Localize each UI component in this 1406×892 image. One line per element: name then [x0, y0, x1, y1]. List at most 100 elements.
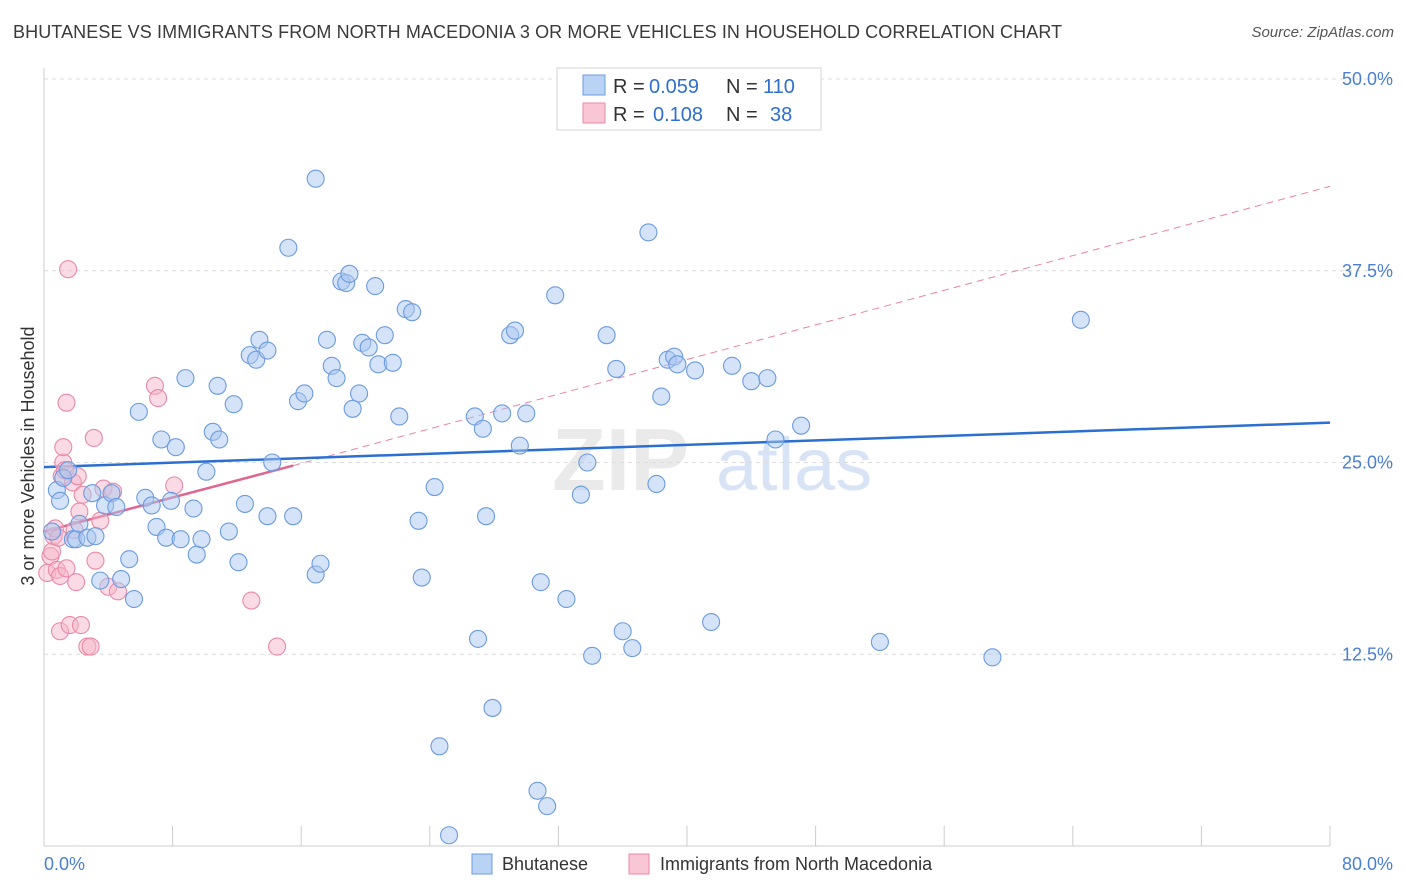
- stats-legend: R = 0.059 N = 110 R = 0.108 N = 38: [556, 67, 822, 131]
- watermark-atlas: atlas: [716, 423, 872, 506]
- bhutanese-point: [623, 639, 642, 658]
- bhutanese-point: [403, 303, 422, 322]
- bhutanese-point: [571, 485, 590, 504]
- bhutanese-point: [758, 369, 777, 388]
- bhutanese-point: [607, 359, 626, 378]
- bhutanese-point: [311, 554, 330, 573]
- bhutanese-point: [219, 522, 238, 541]
- y-tick-label: 12.5%: [1342, 644, 1393, 664]
- legend-swatch-blue: [582, 74, 606, 96]
- bhutanese-point: [263, 453, 282, 472]
- bhutanese-point: [685, 361, 705, 380]
- bhutanese-point: [161, 491, 181, 510]
- bhutanese-point: [83, 484, 102, 503]
- legend-n-label-pink: N =: [726, 104, 758, 126]
- legend-r-value-blue: 0.059: [649, 76, 699, 98]
- bhutanese-point: [359, 338, 378, 357]
- bhutanese-point: [538, 797, 557, 816]
- bhutanese-point: [468, 629, 488, 648]
- bhutanese-point: [425, 477, 444, 497]
- bhutanese-point: [375, 326, 394, 345]
- bhutanese-point: [597, 326, 616, 345]
- bhutanese-point: [210, 430, 229, 449]
- north-macedonia-point: [57, 393, 76, 412]
- axes: [43, 68, 1331, 847]
- bhutanese-point: [531, 573, 550, 592]
- bottom-legend-swatch-pink[interactable]: [628, 853, 650, 875]
- series-legend: Bhutanese Immigrants from North Macedoni…: [471, 853, 933, 875]
- bhutanese-point: [983, 648, 1002, 667]
- bhutanese-point: [792, 416, 811, 435]
- bhutanese-point: [70, 514, 89, 533]
- bhutanese-point: [409, 511, 428, 530]
- bhutanese-point: [390, 407, 409, 426]
- bhutanese-point: [279, 238, 298, 257]
- y-tick-label: 50.0%: [1342, 69, 1393, 89]
- bhutanese-point: [340, 264, 359, 283]
- bhutanese-point: [176, 369, 195, 388]
- bhutanese-point: [578, 453, 597, 472]
- bhutanese-point: [505, 321, 525, 340]
- bhutanese-point: [742, 372, 761, 391]
- bhutanese-point: [129, 402, 148, 421]
- bhutanese-point: [430, 737, 449, 756]
- bhutanese-point: [722, 356, 742, 375]
- legend-n-label-blue: N =: [726, 76, 758, 98]
- bhutanese-point: [142, 496, 161, 515]
- x-tick-label-min: 0.0%: [44, 854, 85, 874]
- north-macedonia-point: [54, 438, 73, 457]
- bhutanese-point: [639, 223, 658, 242]
- bhutanese-point: [766, 430, 785, 449]
- y-axis-label: 3 or more Vehicles in Household: [18, 326, 38, 585]
- north-macedonia-point: [59, 260, 78, 279]
- bottom-legend-swatch-blue[interactable]: [471, 853, 493, 875]
- bhutanese-point: [235, 494, 254, 513]
- bhutanese-point: [583, 646, 602, 665]
- bottom-legend-label-blue[interactable]: Bhutanese: [502, 854, 588, 874]
- bhutanese-point: [668, 355, 687, 374]
- bhutanese-point: [91, 571, 110, 590]
- bhutanese-point: [284, 507, 303, 526]
- bhutanese-point: [647, 474, 666, 494]
- y-tick-label: 25.0%: [1342, 453, 1393, 473]
- bhutanese-point: [295, 384, 314, 403]
- bhutanese-point: [208, 376, 227, 395]
- north-macedonia-point: [84, 428, 103, 448]
- north-macedonia-trend-extension: [293, 185, 1331, 467]
- bhutanese-point: [51, 491, 70, 510]
- north-macedonia-point: [165, 476, 184, 495]
- bhutanese-points: [42, 169, 1090, 845]
- bhutanese-point: [187, 545, 206, 564]
- bhutanese-point: [317, 330, 336, 349]
- legend-r-value-pink: 0.108: [653, 104, 703, 126]
- bhutanese-point: [350, 384, 369, 403]
- legend-n-value-blue: 110: [763, 76, 795, 98]
- chart-title: BHUTANESE VS IMMIGRANTS FROM NORTH MACED…: [13, 22, 1063, 42]
- bhutanese-point: [258, 341, 277, 360]
- bhutanese-point: [124, 589, 144, 609]
- bhutanese-point: [343, 399, 362, 418]
- bhutanese-point: [483, 698, 502, 717]
- bottom-legend-label-pink[interactable]: Immigrants from North Macedonia: [660, 854, 933, 874]
- north-macedonia-point: [57, 559, 76, 578]
- bhutanese-point: [702, 612, 721, 632]
- bhutanese-point: [366, 277, 385, 296]
- bhutanese-point: [86, 527, 105, 546]
- bhutanese-point: [493, 404, 512, 423]
- bhutanese-point: [120, 550, 139, 569]
- legend-r-label-pink: R =: [613, 104, 645, 126]
- y-tick-label: 37.5%: [1342, 261, 1393, 281]
- bhutanese-point: [652, 387, 671, 406]
- bhutanese-point: [112, 570, 131, 589]
- y-tick-labels: 12.5% 25.0% 37.5% 50.0%: [1342, 69, 1393, 664]
- bhutanese-point: [224, 395, 243, 414]
- north-macedonia-point: [91, 511, 110, 530]
- north-macedonia-point: [67, 573, 86, 592]
- bhutanese-point: [383, 353, 402, 372]
- bhutanese-point: [59, 461, 78, 480]
- north-macedonia-point: [81, 637, 100, 656]
- bhutanese-point: [192, 530, 211, 549]
- bhutanese-point: [517, 404, 536, 423]
- grid-lines: [44, 78, 1392, 655]
